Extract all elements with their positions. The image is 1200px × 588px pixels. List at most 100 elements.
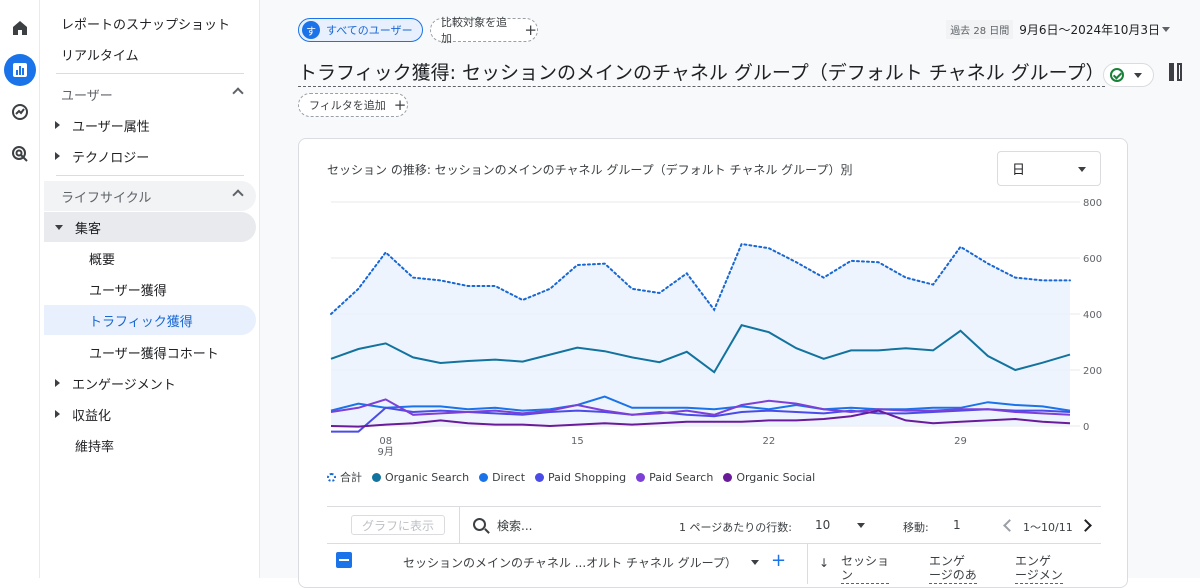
series-line-1[interactable] (330, 324, 1071, 374)
chart-legend: 合計 Organic Search Direct Paid Shopping Paid … (327, 469, 815, 485)
legend-label: 合計 (340, 471, 362, 484)
x-tick-label: 22 (763, 436, 776, 447)
caret-right-icon (55, 410, 60, 418)
x-tick-label: 08 (379, 436, 392, 447)
report-status-button[interactable] (1103, 63, 1154, 87)
legend-label: Paid Shopping (548, 470, 627, 484)
legend-label: Organic Social (736, 470, 816, 484)
y-tick-label: 400 (1083, 310, 1102, 321)
nav-item-overview[interactable]: 概要 (44, 243, 256, 273)
nav-divider (56, 73, 244, 74)
granularity-select[interactable]: 日 (997, 151, 1101, 186)
rows-per-page-select[interactable]: 10 (815, 518, 831, 532)
metric-header-engaged-sessions[interactable]: エンゲージのあったセッション数 (929, 554, 977, 584)
chevron-up-icon (232, 189, 244, 201)
table-header: セッションのメインのチャネル ...オルト チャネル グループ） + ↓ セッシ… (327, 544, 1101, 584)
nav-item-realtime[interactable]: リアルタイム (44, 39, 256, 69)
granularity-value: 日 (1012, 163, 1026, 178)
x-tick-label: 15 (571, 436, 584, 447)
nav-item-label: ユーザー獲得コホート (89, 346, 219, 362)
chevron-down-icon[interactable] (751, 560, 759, 565)
reports-icon[interactable] (4, 54, 36, 86)
toolbar-divider (459, 507, 460, 544)
nav-divider (56, 175, 244, 176)
y-tick-label: 200 (1083, 366, 1102, 377)
series-area-total (331, 244, 1070, 426)
legend-swatch (327, 472, 336, 482)
legend-item[interactable]: Direct (479, 469, 525, 485)
chevron-down-icon[interactable] (857, 523, 865, 528)
nav-item-snapshot[interactable]: レポートのスナップショット (44, 8, 256, 38)
series-line-0[interactable] (330, 242, 1071, 315)
legend-item[interactable]: 合計 (327, 469, 362, 485)
nav-item-label: 維持率 (75, 439, 115, 455)
nav-item-acquisition[interactable]: 集客 (44, 212, 256, 242)
metric-header-engagement-rate[interactable]: エンゲージメント率 (1015, 554, 1063, 584)
chevron-down-icon[interactable] (1162, 27, 1170, 32)
nav-item-demographics[interactable]: ユーザー属性 (44, 110, 256, 140)
nav-section-lifecycle[interactable]: ライフサイクル (44, 181, 256, 211)
dimension-header[interactable]: セッションのメインのチャネル ...オルト チャネル グループ） (403, 556, 737, 570)
nav-item-retention[interactable]: 維持率 (44, 430, 256, 460)
add-filter-button[interactable]: フィルタを追加 + (298, 93, 408, 117)
goto-page-input[interactable]: 1 (953, 518, 961, 532)
plus-icon: + (393, 96, 407, 114)
legend-item[interactable]: Paid Shopping (535, 469, 626, 485)
nav-item-label: レポートのスナップショット (61, 17, 231, 33)
nav-item-user-acquisition[interactable]: ユーザー獲得 (44, 274, 256, 304)
date-range-picker[interactable]: 過去 28 日間 9月6日～2024年10月3日 (946, 20, 1160, 39)
series-line-5[interactable] (330, 409, 1071, 428)
nav-item-label: ユーザー獲得 (89, 283, 167, 299)
search-icon (473, 518, 486, 531)
show-in-chart-button[interactable]: グラフに表示 (351, 515, 445, 535)
caret-right-icon (55, 121, 60, 129)
add-dimension-icon[interactable]: + (771, 550, 787, 571)
segment-chip[interactable]: す すべてのユーザー (298, 18, 423, 42)
home-icon[interactable] (4, 12, 36, 44)
series-line-3[interactable] (331, 406, 1071, 433)
nav-section-user[interactable]: ユーザー (44, 79, 256, 109)
nav-item-label: リアルタイム (61, 48, 139, 64)
caret-right-icon (55, 379, 60, 387)
search-input[interactable] (497, 516, 637, 536)
nav-item-traffic-acquisition[interactable]: トラフィック獲得 (44, 305, 256, 335)
nav-item-label: エンゲージメント (72, 377, 176, 393)
avatar: す (302, 21, 320, 39)
legend-item[interactable]: Paid Search (636, 469, 713, 485)
chevron-up-icon (232, 87, 244, 99)
compare-columns-icon[interactable] (1169, 63, 1187, 81)
nav-item-label: ユーザー属性 (72, 119, 150, 135)
chevron-down-icon (1134, 72, 1142, 78)
next-page-icon[interactable] (1079, 519, 1092, 532)
nav-item-technology[interactable]: テクノロジー (44, 141, 256, 171)
prev-page-icon[interactable] (1003, 519, 1016, 532)
rows-per-page-label: 1 ページあたりの行数: (679, 521, 792, 534)
legend-item[interactable]: Organic Social (723, 469, 815, 485)
legend-item[interactable]: Organic Search (372, 469, 469, 485)
sort-down-icon[interactable]: ↓ (819, 556, 830, 570)
y-tick-label: 800 (1083, 198, 1102, 209)
caret-right-icon (55, 152, 60, 160)
page-title[interactable]: トラフィック獲得: セッションのメインのチャネル グループ（デフォルト チャネル… (298, 58, 1105, 87)
nav-section-label: ユーザー (61, 88, 113, 104)
legend-swatch (372, 472, 381, 482)
nav-item-engagement[interactable]: エンゲージメント (44, 368, 256, 398)
header-divider (807, 544, 808, 584)
add-comparison-button[interactable]: 比較対象を追加 + (430, 16, 538, 45)
y-tick-label: 600 (1083, 254, 1102, 265)
segment-label: すべてのユーザー (326, 24, 413, 37)
select-all-checkbox[interactable] (336, 552, 352, 568)
advertising-icon[interactable] (4, 138, 36, 170)
plus-icon: + (524, 21, 537, 39)
legend-swatch (636, 472, 646, 482)
nav-item-monetization[interactable]: 収益化 (44, 399, 256, 429)
metric-header-sessions[interactable]: セッション (841, 554, 889, 584)
series-line-4[interactable] (330, 398, 1071, 416)
goto-label: 移動: (903, 521, 929, 534)
check-circle-icon (1110, 68, 1124, 82)
nav-item-user-acquisition-cohort[interactable]: ユーザー獲得コホート (44, 337, 256, 367)
explore-icon[interactable] (4, 96, 36, 128)
series-line-2[interactable] (330, 395, 1071, 412)
report-nav: レポートのスナップショット リアルタイム ユーザー ユーザー属性 テクノロジー … (44, 0, 260, 578)
